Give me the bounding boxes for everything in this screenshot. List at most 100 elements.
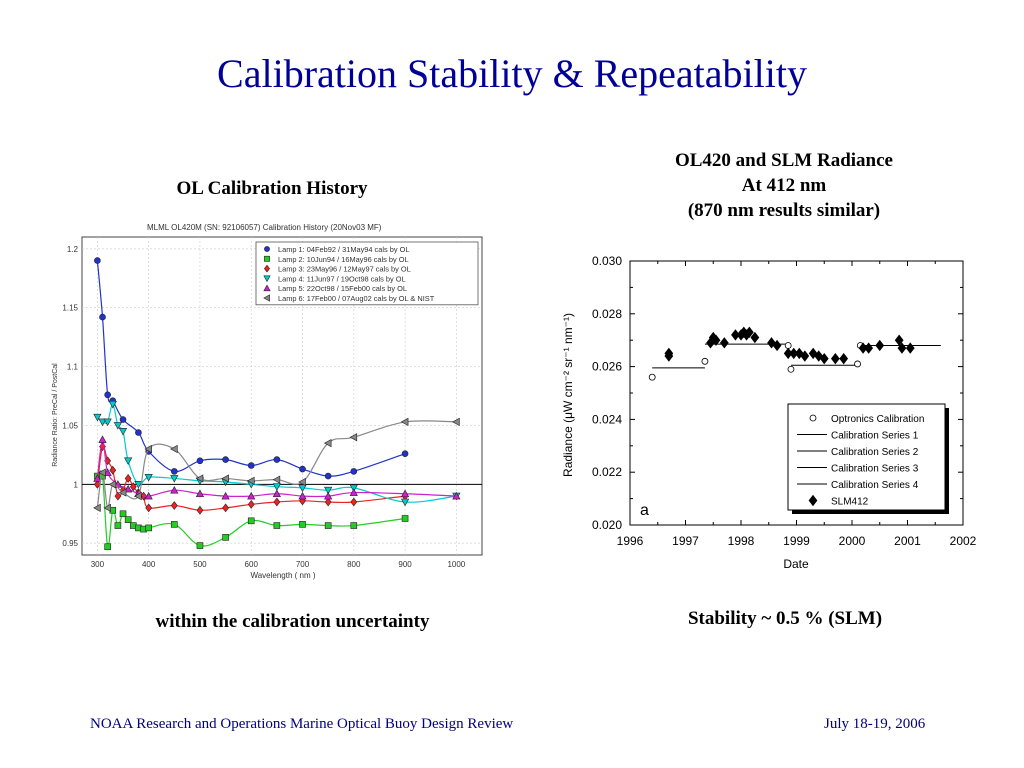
data-point-lamp-4 bbox=[349, 484, 358, 493]
data-point-lamp-4 bbox=[144, 473, 153, 482]
legend-label-lamp-4: Lamp 4: 11Jun97 / 19Oct98 cals by OL bbox=[278, 274, 406, 283]
slm412-point bbox=[711, 334, 721, 346]
data-point-lamp-6 bbox=[247, 476, 255, 485]
left-x-tick-label: 1000 bbox=[447, 560, 465, 569]
data-point-lamp-6 bbox=[144, 444, 152, 454]
data-point-lamp-2 bbox=[222, 534, 229, 541]
legend-slm412-marker bbox=[808, 494, 818, 507]
data-point-lamp-3 bbox=[124, 474, 132, 483]
data-point-lamp-2 bbox=[247, 517, 255, 525]
left-x-axis-label: Wavelength ( nm ) bbox=[250, 571, 315, 580]
data-point-lamp-4 bbox=[113, 422, 123, 430]
data-point-lamp-1 bbox=[171, 468, 178, 475]
left-y-tick-label: 1.1 bbox=[67, 363, 79, 372]
slide-title: Calibration Stability & Repeatability bbox=[217, 51, 807, 96]
left-y-tick-label: 1.05 bbox=[62, 421, 78, 430]
data-point-lamp-5 bbox=[170, 485, 179, 494]
data-point-lamp-4 bbox=[170, 475, 179, 483]
right-caption-line-3: (870 nm results similar) bbox=[687, 200, 881, 221]
data-point-lamp-6 bbox=[349, 433, 358, 442]
right-legend-label: Calibration Series 4 bbox=[831, 480, 919, 491]
data-point-lamp-1 bbox=[401, 450, 409, 458]
left-legend-box bbox=[255, 241, 479, 306]
right-legend-label: Optronics Calibration bbox=[831, 414, 924, 425]
data-point-lamp-6 bbox=[400, 417, 409, 427]
data-point-lamp-3 bbox=[114, 491, 122, 501]
right-legend-box bbox=[787, 403, 946, 511]
data-point-lamp-4 bbox=[108, 400, 117, 409]
right-legend-label: Calibration Series 2 bbox=[831, 447, 919, 458]
legend-marker-lamp-6 bbox=[263, 294, 270, 302]
data-point-lamp-4 bbox=[93, 413, 102, 422]
footer-right: July 18-19, 2006 bbox=[824, 716, 926, 732]
data-point-lamp-3 bbox=[324, 497, 332, 507]
data-point-lamp-2 bbox=[299, 521, 306, 528]
data-point-lamp-6 bbox=[118, 488, 127, 497]
data-point-lamp-4 bbox=[118, 428, 128, 436]
data-point-lamp-5 bbox=[400, 489, 410, 498]
right-y-tick-label: 0.022 bbox=[592, 465, 622, 479]
data-point-lamp-2 bbox=[324, 522, 332, 529]
right-x-axis-label: Date bbox=[783, 557, 809, 571]
right-x-tick-label: 1998 bbox=[728, 534, 755, 548]
data-point-lamp-2 bbox=[350, 522, 358, 529]
optronics-calibration-point bbox=[648, 373, 656, 381]
data-point-lamp-3 bbox=[129, 482, 137, 492]
data-point-lamp-4 bbox=[134, 481, 143, 489]
data-point-lamp-3 bbox=[109, 465, 117, 475]
legend-marker-lamp-3 bbox=[264, 264, 270, 273]
slm412-point bbox=[839, 352, 849, 365]
legend-label-lamp-5: Lamp 5: 22Oct98 / 15Feb00 cals by OL bbox=[278, 284, 407, 293]
data-point-lamp-6 bbox=[298, 477, 306, 487]
left-x-tick-label: 700 bbox=[296, 560, 310, 569]
data-point-lamp-5 bbox=[195, 489, 205, 498]
data-point-lamp-2 bbox=[401, 515, 409, 522]
data-point-lamp-6 bbox=[103, 503, 111, 512]
data-point-lamp-6 bbox=[108, 480, 117, 489]
data-point-lamp-5 bbox=[452, 491, 461, 500]
right-x-tick-label: 2001 bbox=[894, 534, 921, 548]
legend-optronics-marker bbox=[809, 414, 817, 422]
legend-marker-lamp-5 bbox=[263, 284, 271, 292]
legend-marker-lamp-1 bbox=[264, 246, 270, 252]
left-x-tick-label: 900 bbox=[398, 560, 412, 569]
data-point-lamp-1 bbox=[299, 465, 306, 473]
data-point-lamp-3 bbox=[145, 503, 153, 513]
data-point-lamp-6 bbox=[93, 503, 101, 512]
right-legend-label: Calibration Series 3 bbox=[831, 464, 919, 475]
right-x-tick-label: 2002 bbox=[950, 534, 977, 548]
left-x-tick-label: 300 bbox=[91, 560, 105, 569]
optronics-calibration-point bbox=[787, 365, 795, 373]
optronics-calibration-point bbox=[784, 342, 792, 349]
data-point-lamp-4 bbox=[400, 498, 410, 507]
data-point-lamp-2 bbox=[119, 510, 127, 518]
right-legend-label: Calibration Series 1 bbox=[831, 431, 919, 442]
slm412-point bbox=[830, 352, 840, 365]
right-y-tick-label: 0.020 bbox=[592, 518, 622, 532]
data-point-lamp-1 bbox=[324, 472, 332, 480]
slm412-point bbox=[744, 326, 754, 338]
data-point-lamp-1 bbox=[94, 257, 101, 264]
data-point-lamp-1 bbox=[222, 456, 229, 463]
left-x-tick-label: 500 bbox=[193, 560, 207, 569]
data-point-lamp-3 bbox=[247, 499, 255, 509]
data-point-lamp-5 bbox=[298, 491, 307, 500]
legend-marker-lamp-4 bbox=[263, 275, 271, 283]
panel-label: a bbox=[640, 502, 649, 519]
slm412-point bbox=[800, 350, 810, 362]
data-point-lamp-6 bbox=[272, 475, 281, 484]
slm412-point bbox=[905, 342, 915, 354]
data-point-lamp-2 bbox=[124, 516, 132, 523]
right-x-tick-label: 1999 bbox=[783, 534, 810, 548]
left-x-tick-label: 400 bbox=[142, 560, 156, 569]
slm412-point bbox=[819, 352, 829, 365]
data-point-lamp-1 bbox=[99, 313, 106, 321]
legend-label-lamp-1: Lamp 1: 04Feb92 / 31May94 cals by OL bbox=[278, 245, 409, 254]
data-point-lamp-1 bbox=[350, 468, 358, 475]
data-point-lamp-5 bbox=[349, 488, 358, 496]
data-point-lamp-3 bbox=[273, 497, 281, 507]
data-point-lamp-5 bbox=[144, 491, 153, 500]
left-y-tick-label: 0.95 bbox=[62, 539, 78, 548]
